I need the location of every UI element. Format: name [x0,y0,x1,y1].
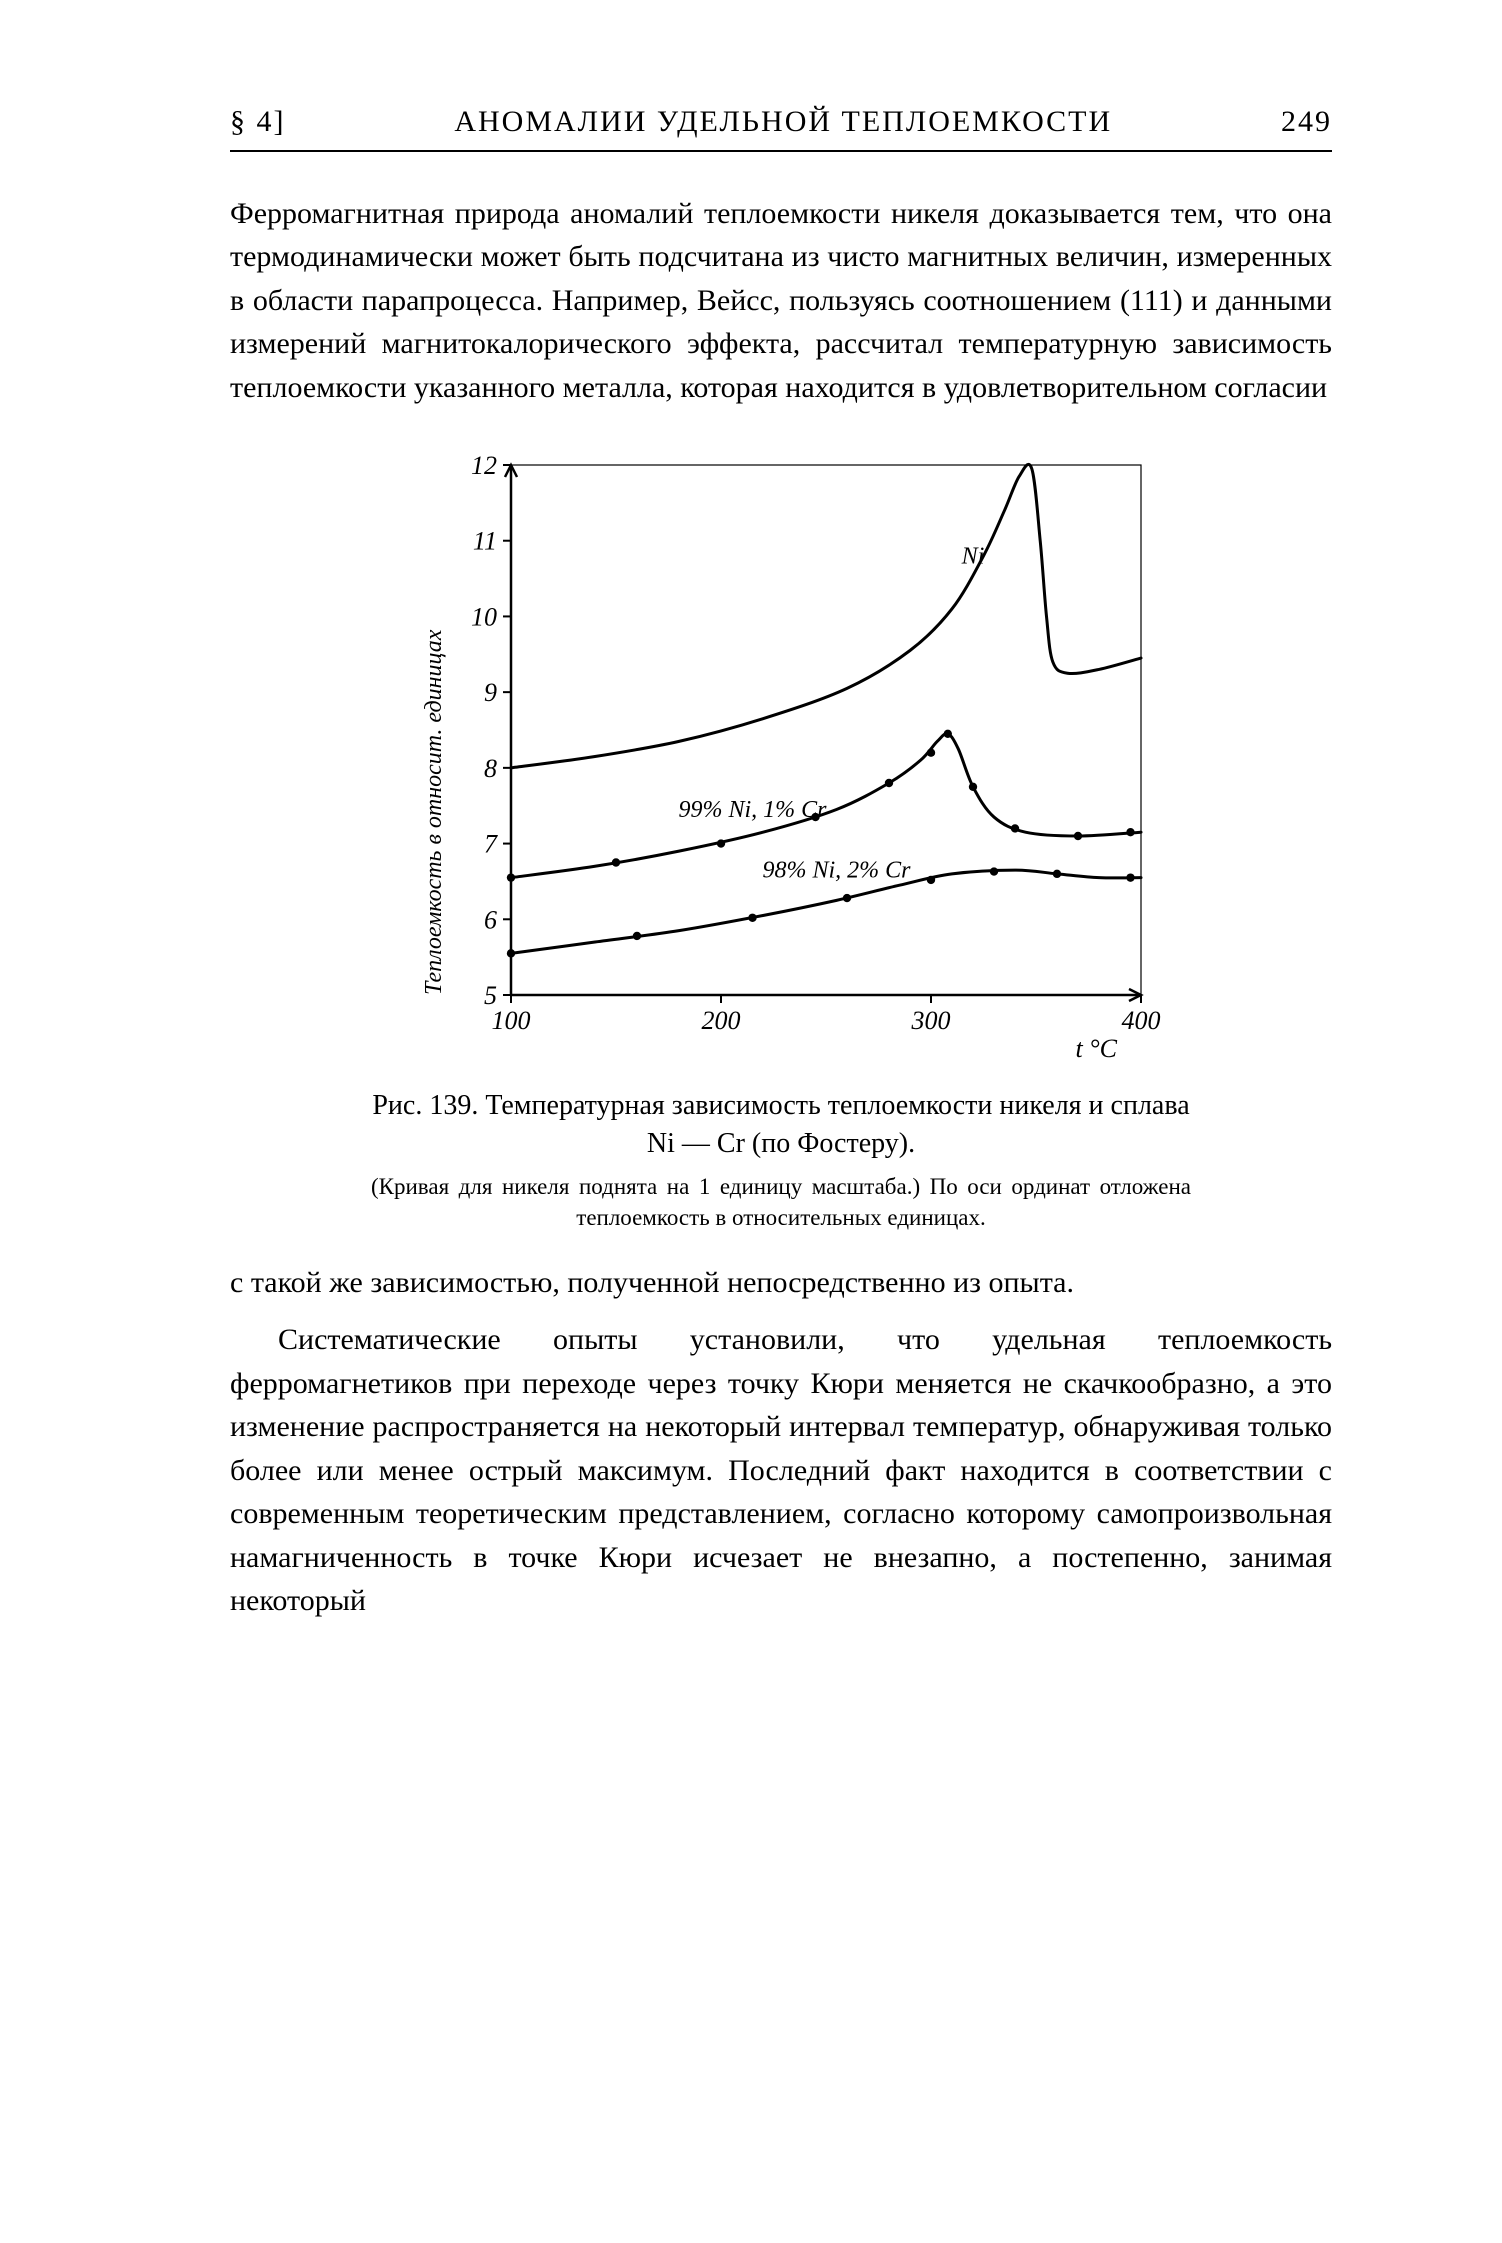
paragraph-3: Систематические опыты установили, что уд… [230,1318,1332,1623]
series-label-Ni: Ni [961,543,985,569]
paragraph-2: с такой же зависимостью, полученной непо… [230,1261,1332,1305]
section-marker: § 4] [230,100,286,144]
svg-text:12: 12 [471,451,497,480]
svg-text:9: 9 [484,678,497,707]
svg-text:6: 6 [484,905,497,934]
header-rule [230,150,1332,152]
svg-text:8: 8 [484,754,497,783]
series-label-99Ni1Cr: 99% Ni, 1% Cr [678,797,827,823]
page-number: 249 [1281,100,1332,144]
chart-ylabel: Теплоемкость в относит. единицах [421,629,447,995]
svg-text:300: 300 [911,1006,951,1035]
svg-text:200: 200 [702,1006,741,1035]
running-title: АНОМАЛИИ УДЕЛЬНОЙ ТЕПЛОЕМКОСТИ [286,100,1282,144]
figure-caption: Рис. 139. Температурная зависимость тепл… [371,1087,1191,1163]
series-label-98Ni2Cr: 98% Ni, 2% Cr [762,858,911,884]
svg-text:7: 7 [484,830,498,859]
figure-note: (Кривая для никеля поднята на 1 единицу … [371,1171,1191,1233]
svg-text:10: 10 [471,602,497,631]
figure-139: 56789101112100200300400Теплоемкость в от… [230,445,1332,1233]
running-head: § 4] АНОМАЛИИ УДЕЛЬНОЙ ТЕПЛОЕМКОСТИ 249 [230,100,1332,144]
chart-svg: 56789101112100200300400Теплоемкость в от… [401,445,1161,1065]
svg-text:11: 11 [473,527,497,556]
page: § 4] АНОМАЛИИ УДЕЛЬНОЙ ТЕПЛОЕМКОСТИ 249 … [0,0,1502,2243]
paragraph-1: Ферромагнитная природа аномалий теплоемк… [230,192,1332,410]
chart-xlabel: t °C [1076,1034,1118,1063]
svg-text:100: 100 [492,1006,531,1035]
series-Ni [511,464,1141,767]
svg-text:400: 400 [1122,1006,1161,1035]
